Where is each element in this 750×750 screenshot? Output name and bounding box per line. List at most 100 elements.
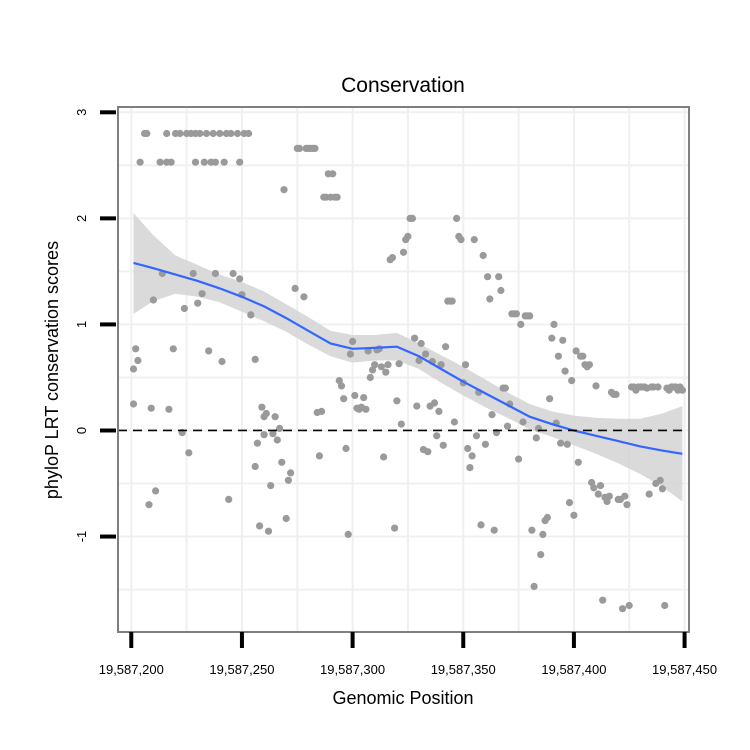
data-point (388, 254, 396, 262)
data-point (251, 355, 259, 363)
data-point (590, 484, 598, 492)
data-point (501, 384, 509, 392)
data-point (229, 269, 237, 278)
data-point (422, 350, 430, 358)
data-point (236, 158, 244, 166)
data-point (572, 347, 580, 355)
y-tick-label: 3 (74, 109, 89, 116)
scatter-points (129, 129, 687, 613)
data-point (209, 129, 217, 138)
data-point (448, 297, 456, 305)
data-point (442, 343, 450, 351)
data-point (180, 304, 188, 313)
data-point (145, 501, 153, 509)
data-point (570, 511, 578, 519)
data-point (532, 434, 540, 442)
data-point (404, 232, 412, 240)
data-point (433, 432, 441, 440)
data-point (134, 356, 142, 365)
data-point (550, 320, 558, 328)
confidence-band-group (133, 213, 683, 502)
y-tick-label: 0 (74, 427, 89, 434)
data-point (169, 345, 177, 353)
data-point (539, 530, 547, 539)
data-point (337, 382, 346, 390)
data-point (287, 469, 295, 477)
data-point (526, 312, 534, 320)
smooth-line (133, 261, 683, 455)
data-point (472, 432, 481, 440)
data-point (599, 596, 607, 604)
y-tick-label: 1 (74, 321, 89, 328)
data-point (284, 476, 292, 484)
data-point (315, 452, 323, 460)
data-point (194, 299, 202, 307)
data-point (546, 395, 554, 403)
data-point (351, 391, 359, 400)
data-point (176, 129, 184, 138)
data-point (484, 273, 492, 281)
x-tick-label: 19,587,300 (320, 662, 385, 677)
data-point (342, 444, 350, 453)
data-point (211, 269, 219, 278)
data-point (466, 464, 474, 472)
data-point (185, 449, 193, 457)
data-point (382, 368, 390, 376)
data-point (658, 485, 667, 493)
data-point (561, 367, 569, 375)
data-point (450, 418, 458, 426)
data-point (225, 495, 233, 503)
data-point (605, 492, 613, 500)
plot-panel (118, 107, 689, 632)
data-point (519, 418, 527, 426)
data-point (251, 462, 259, 471)
x-tick-label: 19,587,200 (99, 662, 164, 677)
data-point (468, 452, 476, 460)
data-point (205, 347, 213, 355)
data-point (408, 214, 416, 222)
data-point (568, 377, 576, 385)
data-point (165, 405, 173, 413)
data-point (311, 144, 319, 152)
data-point (216, 129, 224, 138)
data-point (503, 422, 512, 430)
data-point (152, 487, 160, 495)
data-point (202, 129, 211, 138)
data-point (488, 411, 496, 419)
panel-border (117, 106, 690, 633)
data-point (346, 350, 354, 358)
data-point (300, 293, 308, 301)
data-point (362, 405, 370, 413)
data-point (282, 514, 290, 523)
grid-lines (118, 107, 689, 632)
data-point (156, 158, 164, 166)
data-point (565, 499, 574, 507)
data-point (276, 424, 284, 432)
data-point (512, 310, 521, 318)
data-point (411, 334, 419, 342)
y-tick-label: 2 (74, 215, 89, 222)
data-point (349, 337, 357, 345)
data-point (329, 170, 337, 178)
data-point (415, 356, 423, 365)
data-point (393, 397, 401, 405)
data-point (470, 236, 478, 244)
data-point (147, 404, 155, 412)
data-point (439, 441, 447, 449)
data-point (430, 399, 439, 407)
data-point (167, 158, 175, 166)
data-point (256, 522, 264, 530)
x-axis-label: Genomic Position (332, 688, 473, 708)
data-point (453, 214, 461, 222)
data-point (417, 339, 425, 348)
data-point (149, 296, 157, 304)
data-point (413, 402, 421, 410)
data-point (490, 526, 498, 534)
data-point (366, 373, 374, 382)
x-tick-label: 19,587,450 (652, 662, 717, 677)
data-point (457, 236, 465, 244)
data-point (247, 311, 255, 319)
data-point (262, 409, 270, 418)
data-point (528, 526, 536, 534)
